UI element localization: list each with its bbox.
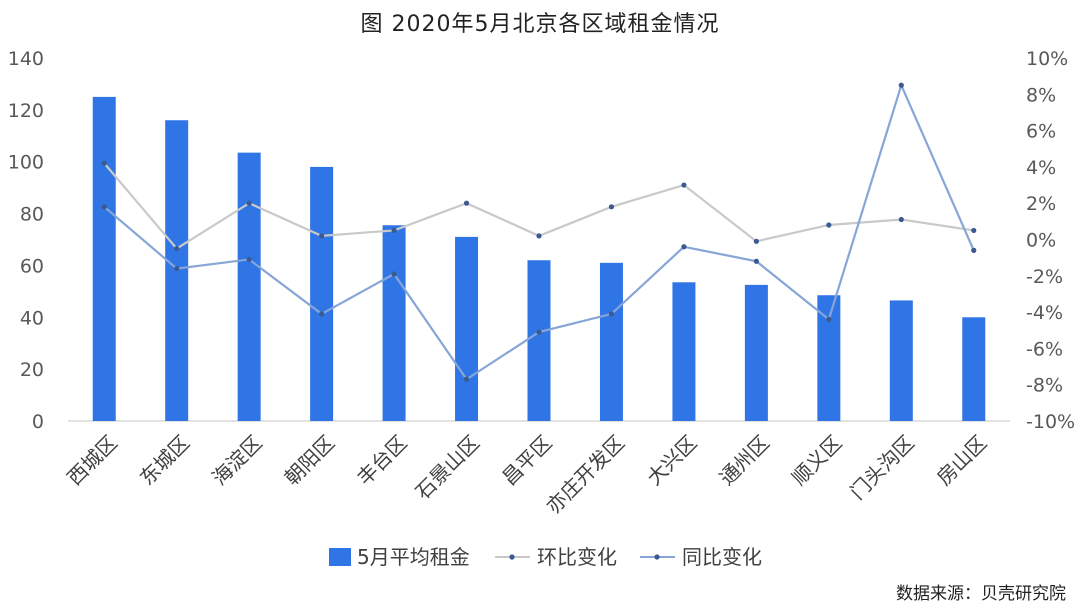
x-tick-label: 东城区 — [135, 431, 194, 490]
y2-tick-label: -2% — [1026, 266, 1063, 288]
bar — [527, 260, 551, 421]
legend-marker — [509, 554, 515, 560]
data-point — [753, 258, 759, 264]
x-tick-label: 亦庄开发区 — [541, 431, 629, 519]
y-tick-label: 0 — [32, 411, 44, 433]
data-point — [898, 216, 904, 223]
data-point — [536, 233, 542, 239]
bar — [599, 262, 623, 421]
x-tick-label: 大兴区 — [642, 431, 701, 490]
x-tick-label: 通州区 — [715, 431, 774, 490]
y-tick-label: 120 — [8, 100, 44, 122]
data-point — [319, 233, 325, 239]
x-tick-label: 丰台区 — [352, 431, 411, 490]
data-point — [463, 376, 470, 382]
x-tick-label: 顺义区 — [787, 431, 846, 490]
line-series — [101, 82, 977, 382]
bar — [817, 295, 841, 421]
data-point — [101, 204, 107, 210]
data-point — [101, 160, 107, 166]
legend-label: 同比变化 — [682, 545, 762, 569]
bar — [962, 317, 986, 421]
y2-tick-label: -6% — [1026, 338, 1063, 360]
legend-label: 5月平均租金 — [357, 545, 470, 569]
bar — [889, 300, 913, 421]
x-tick-label: 西城区 — [62, 431, 121, 490]
data-point — [971, 247, 977, 253]
y2-tick-label: -8% — [1026, 375, 1063, 397]
data-point — [174, 245, 180, 252]
y2-tick-label: 8% — [1026, 84, 1056, 106]
y2-tick-label: 4% — [1026, 157, 1056, 179]
legend: 5月平均租金 环比变化 同比变化 — [329, 545, 762, 569]
data-point — [681, 182, 687, 188]
bar — [455, 236, 479, 421]
data-point — [536, 329, 542, 335]
bar — [672, 282, 696, 421]
data-point — [319, 311, 325, 317]
data-point — [753, 238, 759, 244]
bar — [92, 96, 116, 422]
y-tick-label: 60 — [20, 255, 44, 277]
y-tick-label: 140 — [8, 48, 44, 70]
bar — [310, 166, 334, 421]
data-point — [826, 222, 832, 228]
y2-tick-label: -4% — [1026, 302, 1063, 324]
y-tick-label: 80 — [20, 204, 44, 226]
data-point — [246, 200, 252, 206]
chart-title: 图 2020年5月北京各区域租金情况 — [360, 12, 720, 37]
legend-swatch-bar — [329, 548, 351, 566]
data-point — [608, 311, 615, 317]
y2-tick-label: 2% — [1026, 193, 1056, 215]
x-tick-label: 昌平区 — [497, 431, 556, 490]
y2-tick-label: -10% — [1026, 411, 1075, 433]
bar — [382, 225, 406, 421]
y-axis-left: 0 20 40 60 80 100 120 140 — [8, 48, 44, 433]
bar — [744, 284, 768, 421]
y2-tick-label: 0% — [1026, 230, 1056, 252]
data-point — [463, 200, 470, 206]
data-point — [898, 82, 904, 88]
bar-series — [92, 96, 986, 422]
x-tick-label: 门头沟区 — [845, 431, 919, 505]
legend-label: 环比变化 — [537, 545, 617, 569]
y2-tick-label: 10% — [1026, 48, 1068, 70]
data-point — [246, 256, 252, 263]
x-tick-label: 朝阳区 — [280, 431, 339, 490]
data-point — [608, 204, 615, 210]
x-tick-label: 石景山区 — [411, 431, 485, 505]
data-point — [391, 227, 397, 234]
x-tick-label: 房山区 — [932, 431, 991, 490]
y2-tick-label: 6% — [1026, 121, 1056, 143]
data-point — [826, 316, 832, 322]
y-tick-label: 20 — [20, 359, 44, 381]
legend-marker — [654, 554, 660, 560]
data-point — [681, 244, 687, 250]
x-tick-label: 海淀区 — [207, 431, 266, 490]
y-tick-label: 100 — [8, 152, 44, 174]
y-tick-label: 40 — [20, 307, 44, 329]
bar — [237, 152, 261, 421]
y-axis-right: -10% -8% -6% -4% -2% 0% 2% 4% 6% 8% 10% — [1026, 48, 1075, 433]
data-point — [391, 271, 397, 277]
data-point — [174, 265, 180, 272]
source-note: 数据来源：贝壳研究院 — [896, 584, 1066, 604]
data-point — [971, 227, 977, 234]
